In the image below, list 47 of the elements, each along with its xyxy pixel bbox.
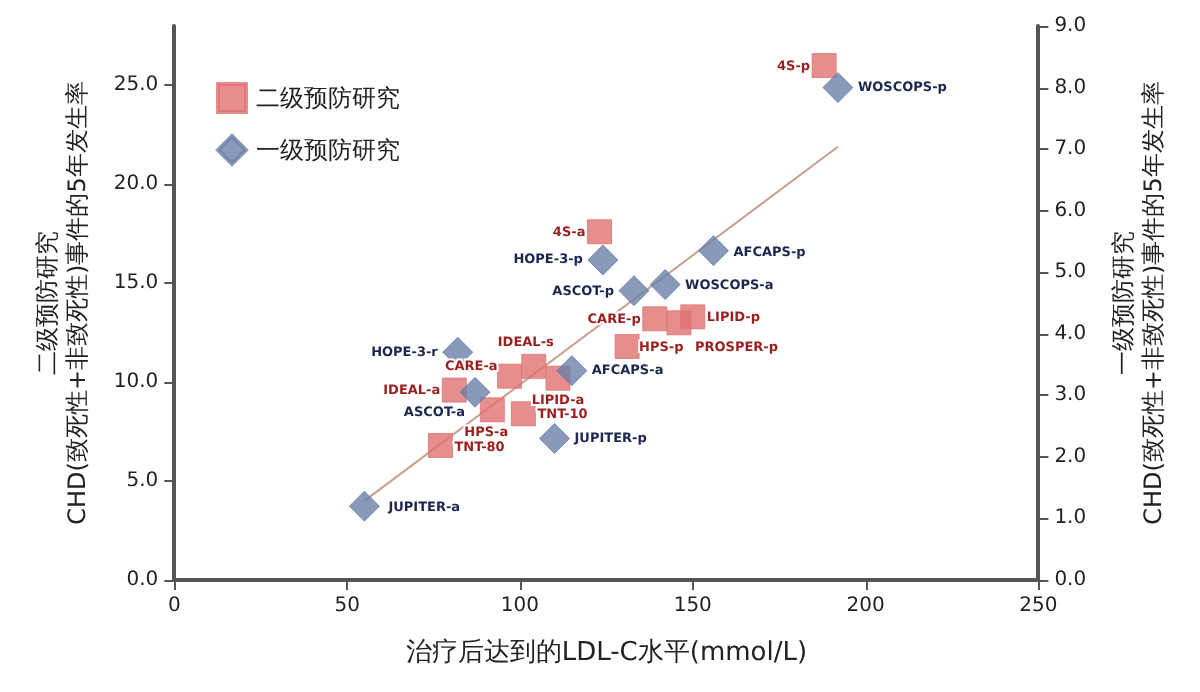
y-tick-label: 0.0 <box>126 569 159 591</box>
x-tick-label: 100 <box>500 595 540 617</box>
point <box>586 219 612 245</box>
y2-tick-label: 3.0 <box>1054 384 1087 407</box>
y2-tick-label: 9.0 <box>1054 15 1087 37</box>
x-tick-label: 0 <box>167 595 181 617</box>
y-tick-label: 10.0 <box>113 371 159 394</box>
point <box>666 310 692 336</box>
y2-tick-label: 1.0 <box>1054 507 1087 530</box>
point <box>649 269 681 301</box>
x-tick-label: 50 <box>334 595 360 617</box>
point <box>427 432 453 458</box>
point <box>811 53 837 79</box>
y2-axis-title: 一级预防研究 CHD(致死性+非致死性)事件的5年发生率 <box>1109 81 1167 525</box>
point <box>587 244 619 276</box>
x-axis-title: 治疗后达到的LDL-C水平(mmol/L) <box>405 638 808 668</box>
y-tick-label: 5.0 <box>126 470 159 493</box>
x-tick-label: 250 <box>1019 595 1058 617</box>
point <box>479 397 505 423</box>
point <box>497 363 523 389</box>
point <box>521 353 547 379</box>
point <box>822 72 854 104</box>
y-axis-title: 二级预防研究 CHD(致死性+非致死性)事件的5年发生率 <box>33 81 91 525</box>
x-tick-label: 200 <box>846 595 885 617</box>
point <box>556 355 588 387</box>
point <box>510 401 536 427</box>
point <box>539 422 571 454</box>
y2-tick-label: 5.0 <box>1054 261 1087 284</box>
point <box>698 235 730 267</box>
y2-tick-label: 7.0 <box>1054 138 1087 161</box>
legend-label: 一级预防研究 <box>256 136 400 164</box>
y-tick-label: 20.0 <box>113 173 159 196</box>
point <box>618 275 650 307</box>
legend-label: 二级预防研究 <box>256 84 400 112</box>
point <box>642 306 668 332</box>
y2-tick-label: 4.0 <box>1054 322 1087 345</box>
y2-tick-label: 2.0 <box>1054 445 1087 468</box>
y-tick-label: 15.0 <box>113 272 159 295</box>
y2-tick-label: 0.0 <box>1054 569 1087 591</box>
x-tick-label: 150 <box>673 595 712 617</box>
y-tick-label: 25.0 <box>113 74 159 97</box>
point <box>614 334 640 360</box>
y2-tick-label: 6.0 <box>1054 199 1087 222</box>
y2-tick-label: 8.0 <box>1054 76 1087 99</box>
point <box>459 376 491 408</box>
point <box>348 490 380 522</box>
point <box>441 377 467 403</box>
